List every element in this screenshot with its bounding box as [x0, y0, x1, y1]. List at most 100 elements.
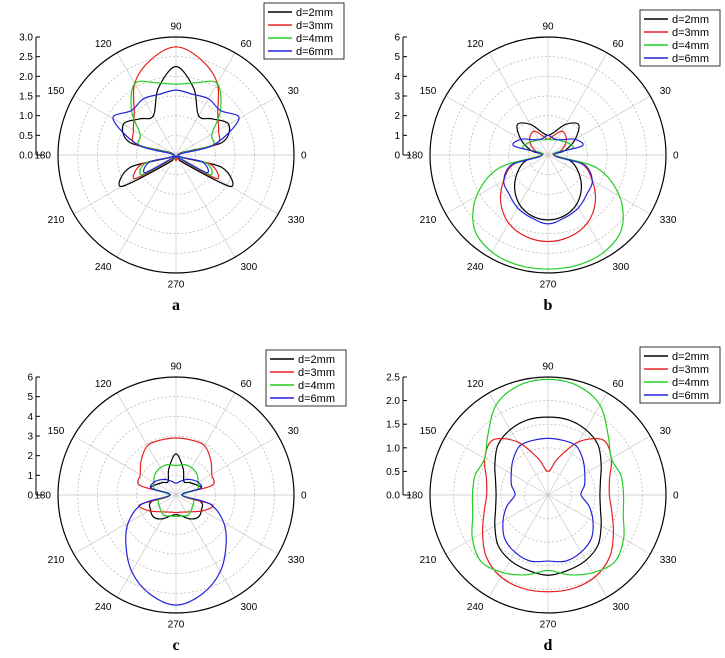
series-line-d=6mm	[125, 478, 227, 606]
radial-tick-label: 3	[394, 92, 400, 103]
angle-tick-label: 0	[673, 151, 679, 162]
angle-tick-label: 90	[542, 362, 554, 373]
radial-tick-label: 2.5	[386, 373, 400, 384]
radial-tick-label: 4	[394, 72, 400, 83]
series-line-d=3mm	[481, 437, 615, 593]
radial-tick-label: 0	[394, 151, 400, 162]
legend-entry-label: d=4mm	[672, 377, 709, 389]
series-line-d=2mm	[494, 416, 602, 576]
angle-tick-label: 60	[613, 39, 625, 50]
angle-tick-label: 90	[170, 362, 182, 373]
angle-tick-label: 0	[301, 491, 307, 502]
legend-entry-label: d=2mm	[672, 14, 709, 26]
angle-tick-label: 150	[420, 86, 437, 97]
radial-tick-label: 1.5	[19, 92, 33, 103]
grid-spoke	[175, 435, 279, 496]
radial-tick-label: 1.5	[386, 420, 400, 431]
legend-entry-label: d=3mm	[296, 20, 333, 32]
grid-spoke	[175, 494, 279, 555]
grid-spoke	[547, 494, 651, 555]
angle-tick-label: 210	[420, 555, 437, 566]
grid-spoke	[175, 95, 279, 156]
angle-tick-label: 0	[673, 491, 679, 502]
grid-spoke	[547, 154, 608, 258]
legend-entry-label: d=2mm	[672, 351, 709, 363]
angle-tick-label: 270	[168, 620, 185, 631]
angle-tick-label: 330	[660, 555, 677, 566]
series-line-d=4mm	[471, 378, 625, 576]
legend-entry-label: d=4mm	[672, 40, 709, 52]
angle-tick-label: 300	[613, 602, 630, 613]
angle-tick-label: 210	[48, 215, 65, 226]
radial-tick-label: 0.0	[19, 151, 33, 162]
grid-spoke	[445, 154, 549, 215]
grid-spoke	[547, 392, 608, 496]
panel-label: d	[544, 637, 553, 654]
radial-tick-label: 6	[27, 373, 33, 384]
angle-tick-label: 270	[540, 620, 557, 631]
angle-tick-label: 120	[95, 39, 112, 50]
angle-tick-label: 30	[288, 86, 300, 97]
legend-entry-label: d=3mm	[298, 367, 335, 379]
polar-outer-circle	[57, 376, 295, 614]
polar-outer-circle	[429, 36, 667, 274]
legend-entry-label: d=4mm	[296, 33, 333, 45]
legend-entry-label: d=6mm	[296, 46, 333, 58]
polar-chart-a: 0 30 60 90 120 150 180 210 240 270 300 330 0.0 0.5 1.0…	[19, 2, 345, 314]
grid-spoke	[547, 154, 651, 215]
angle-tick-label: 60	[241, 379, 253, 390]
panel-label: b	[544, 297, 553, 314]
legend-entry-label: d=3mm	[672, 27, 709, 39]
angle-tick-label: 60	[241, 39, 253, 50]
grid-spoke	[488, 154, 549, 258]
grid-spoke	[175, 154, 279, 215]
radial-tick-label: 2.0	[386, 396, 400, 407]
series-line-d=6mm	[503, 134, 593, 225]
grid-spoke	[175, 52, 236, 156]
angle-tick-label: 300	[613, 262, 630, 273]
angle-tick-label: 300	[241, 262, 258, 273]
grid-spoke	[116, 52, 177, 156]
legend-entry-label: d=4mm	[298, 380, 335, 392]
legend-entry-label: d=3mm	[672, 364, 709, 376]
radial-tick-label: 3.0	[19, 33, 33, 44]
radial-tick-label: 0.0	[386, 491, 400, 502]
angle-tick-label: 330	[288, 215, 305, 226]
polar-chart-c: 0 30 60 90 120 150 180 210 240 270 300 330 0 1 2 3 4 5 6 d=…	[27, 349, 347, 654]
angle-tick-label: 180	[34, 151, 51, 162]
radial-tick-label: 3	[27, 432, 33, 443]
grid-spoke	[175, 392, 236, 496]
angle-tick-label: 90	[170, 22, 182, 33]
radial-tick-label: 6	[394, 33, 400, 44]
grid-spoke	[73, 154, 177, 215]
grid-spoke	[73, 494, 177, 555]
legend-entry-label: d=6mm	[672, 390, 709, 402]
radial-tick-label: 1	[27, 471, 33, 482]
radial-tick-label: 2	[27, 451, 33, 462]
grid-spoke	[488, 392, 549, 496]
angle-tick-label: 150	[420, 426, 437, 437]
angle-tick-label: 120	[467, 379, 484, 390]
angle-tick-label: 240	[95, 602, 112, 613]
angle-tick-label: 330	[660, 215, 677, 226]
angle-tick-label: 180	[406, 491, 423, 502]
radial-tick-label: 1.0	[386, 443, 400, 454]
radial-tick-label: 2.0	[19, 72, 33, 83]
legend-entry-label: d=2mm	[298, 354, 335, 366]
radial-tick-label: 2.5	[19, 52, 33, 63]
polar-outer-circle	[57, 36, 295, 274]
grid-spoke	[116, 392, 177, 496]
legend-entry-label: d=6mm	[672, 53, 709, 65]
grid-spoke	[488, 52, 549, 156]
grid-spoke	[116, 154, 177, 258]
grid-spoke	[445, 494, 549, 555]
radial-tick-label: 0.5	[19, 131, 33, 142]
angle-tick-label: 210	[420, 215, 437, 226]
angle-tick-label: 240	[467, 602, 484, 613]
angle-tick-label: 270	[540, 280, 557, 291]
radial-tick-label: 0	[27, 491, 33, 502]
grid-spoke	[445, 435, 549, 496]
